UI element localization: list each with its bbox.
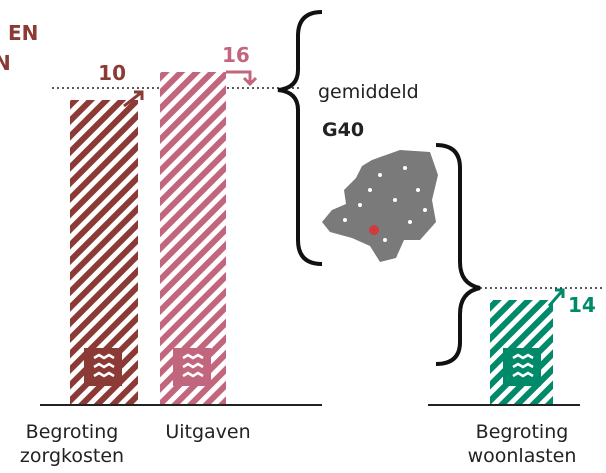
brace — [435, 143, 481, 366]
category-label: Uitgaven — [165, 421, 250, 443]
change-label: 14 — [568, 293, 596, 317]
map — [322, 150, 438, 262]
category-label: woonlasten — [468, 445, 577, 467]
arrow — [123, 70, 565, 307]
category-label: Begroting — [476, 421, 569, 443]
group-label: G40 — [322, 119, 364, 141]
change-label: 10 — [98, 61, 126, 85]
heading: N — [0, 51, 11, 75]
change-label: 16 — [222, 43, 250, 67]
brace — [277, 10, 323, 266]
heading: EN — [8, 21, 38, 45]
category-label: Begroting — [26, 421, 119, 443]
average-label: gemiddeld — [318, 81, 419, 103]
icon — [84, 348, 541, 386]
category-label: zorgkosten — [20, 445, 124, 467]
